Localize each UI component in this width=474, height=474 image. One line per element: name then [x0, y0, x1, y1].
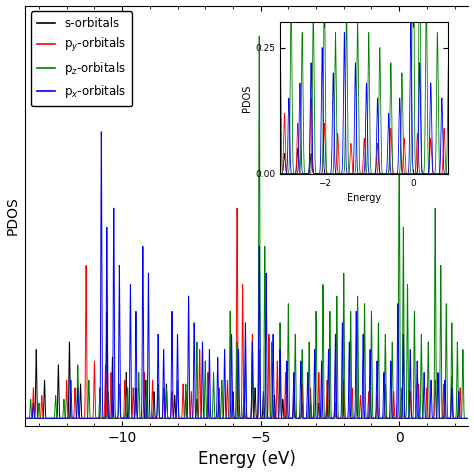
Legend: s-orbitals, p$_y$-orbitals, p$_z$-orbitals, p$_x$-orbitals: s-orbitals, p$_y$-orbitals, p$_z$-orbita…: [31, 11, 132, 106]
Y-axis label: PDOS: PDOS: [6, 196, 19, 235]
X-axis label: Energy (eV): Energy (eV): [198, 450, 296, 468]
